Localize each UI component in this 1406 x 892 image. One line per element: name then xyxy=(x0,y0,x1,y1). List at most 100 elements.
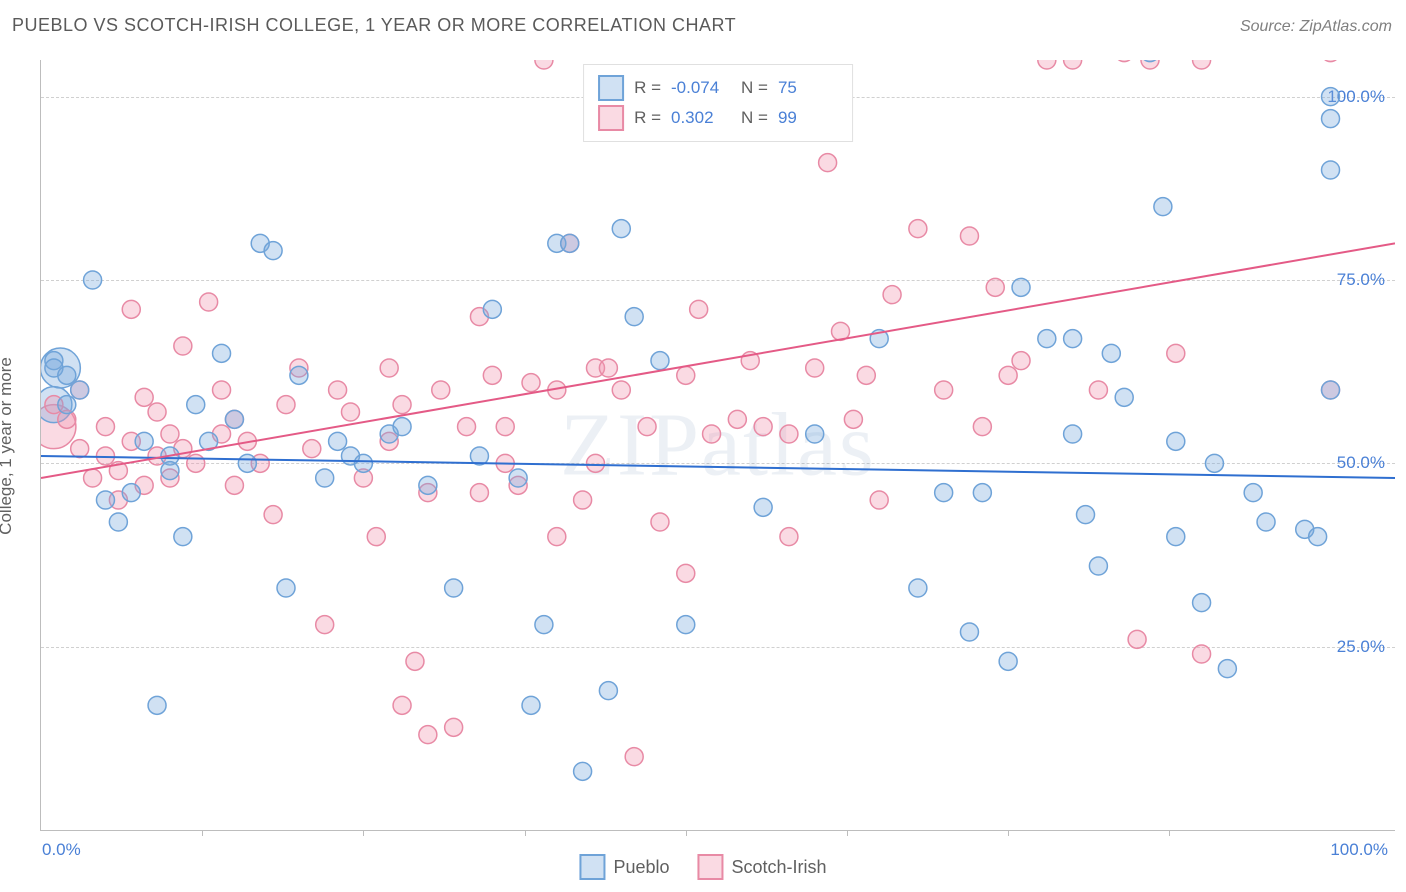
x-tick-mark xyxy=(847,830,848,836)
scatter-point xyxy=(535,616,553,634)
scatter-point xyxy=(187,454,205,472)
scatter-point xyxy=(445,579,463,597)
scatter-point xyxy=(96,418,114,436)
scatter-point xyxy=(960,623,978,641)
scatter-point xyxy=(1193,60,1211,69)
scatter-point xyxy=(1193,645,1211,663)
scatter-point xyxy=(909,579,927,597)
y-axis-label: College, 1 year or more xyxy=(0,268,16,446)
scatter-point xyxy=(174,337,192,355)
scatter-point xyxy=(883,286,901,304)
scatter-point xyxy=(986,278,1004,296)
scatter-point xyxy=(264,242,282,260)
r-value-pueblo: -0.074 xyxy=(671,78,731,98)
legend-row-pueblo: R = -0.074 N = 75 xyxy=(598,75,838,101)
scatter-point xyxy=(1077,506,1095,524)
scatter-svg xyxy=(41,60,1395,830)
scatter-point xyxy=(393,418,411,436)
scatter-point xyxy=(277,579,295,597)
scatter-point xyxy=(1257,513,1275,531)
source-label: Source: ZipAtlas.com xyxy=(1240,18,1392,36)
scatter-point xyxy=(316,616,334,634)
scatter-point xyxy=(857,366,875,384)
scatter-point xyxy=(819,154,837,172)
scatter-point xyxy=(483,366,501,384)
scatter-point xyxy=(122,484,140,502)
scatter-point xyxy=(483,300,501,318)
x-tick-mark xyxy=(525,830,526,836)
scatter-point xyxy=(174,528,192,546)
scatter-point xyxy=(806,425,824,443)
scatter-point xyxy=(1309,528,1327,546)
scatter-point xyxy=(264,506,282,524)
scatter-point xyxy=(1218,660,1236,678)
scatter-point xyxy=(419,476,437,494)
scatter-point xyxy=(935,484,953,502)
scatter-point xyxy=(586,454,604,472)
scatter-point xyxy=(625,748,643,766)
scatter-point xyxy=(496,418,514,436)
scatter-point xyxy=(870,491,888,509)
scatter-point xyxy=(677,616,695,634)
scatter-point xyxy=(522,696,540,714)
scatter-point xyxy=(161,425,179,443)
scatter-point xyxy=(354,454,372,472)
x-tick-min: 0.0% xyxy=(42,840,81,860)
scatter-point xyxy=(509,469,527,487)
scatter-point xyxy=(973,418,991,436)
scatter-point xyxy=(303,440,321,458)
scatter-point xyxy=(780,528,798,546)
scatter-point xyxy=(535,60,553,69)
scatter-point xyxy=(1064,330,1082,348)
scatter-point xyxy=(780,425,798,443)
scatter-point xyxy=(844,410,862,428)
scatter-point xyxy=(1244,484,1262,502)
scatter-point xyxy=(84,271,102,289)
plot-area: ZIPatlas R = -0.074 N = 75 R = 0.302 N =… xyxy=(40,60,1395,831)
scatter-point xyxy=(960,227,978,245)
scatter-point xyxy=(290,366,308,384)
scatter-point xyxy=(1064,60,1082,69)
scatter-point xyxy=(148,696,166,714)
scatter-point xyxy=(406,652,424,670)
scatter-point xyxy=(380,359,398,377)
legend-label-scotch-irish: Scotch-Irish xyxy=(732,857,827,878)
scatter-point xyxy=(1089,557,1107,575)
scatter-point xyxy=(690,300,708,318)
scatter-point xyxy=(316,469,334,487)
scatter-point xyxy=(200,293,218,311)
scatter-point xyxy=(341,403,359,421)
swatch-scotch-irish-bottom xyxy=(698,854,724,880)
scatter-point xyxy=(432,381,450,399)
scatter-point xyxy=(1064,425,1082,443)
scatter-point xyxy=(148,403,166,421)
scatter-point xyxy=(96,491,114,509)
scatter-point xyxy=(213,381,231,399)
scatter-point xyxy=(122,300,140,318)
scatter-point xyxy=(1115,60,1133,62)
scatter-point xyxy=(638,418,656,436)
n-value-scotch-irish: 99 xyxy=(778,108,838,128)
scatter-point xyxy=(161,462,179,480)
scatter-point xyxy=(909,220,927,238)
scatter-point xyxy=(277,396,295,414)
scatter-point xyxy=(973,484,991,502)
scatter-point xyxy=(58,366,76,384)
scatter-point xyxy=(393,696,411,714)
scatter-point xyxy=(1322,381,1340,399)
correlation-legend: R = -0.074 N = 75 R = 0.302 N = 99 xyxy=(583,64,853,142)
scatter-point xyxy=(574,762,592,780)
scatter-point xyxy=(58,396,76,414)
scatter-point xyxy=(574,491,592,509)
x-tick-max: 100.0% xyxy=(1330,840,1388,860)
chart-title: PUEBLO VS SCOTCH-IRISH COLLEGE, 1 YEAR O… xyxy=(12,15,736,36)
scatter-point xyxy=(1322,110,1340,128)
scatter-point xyxy=(1193,594,1211,612)
scatter-point xyxy=(1322,60,1340,62)
scatter-point xyxy=(651,352,669,370)
x-tick-mark xyxy=(686,830,687,836)
scatter-point xyxy=(754,498,772,516)
scatter-point xyxy=(445,718,463,736)
scatter-point xyxy=(393,396,411,414)
scatter-point xyxy=(367,528,385,546)
